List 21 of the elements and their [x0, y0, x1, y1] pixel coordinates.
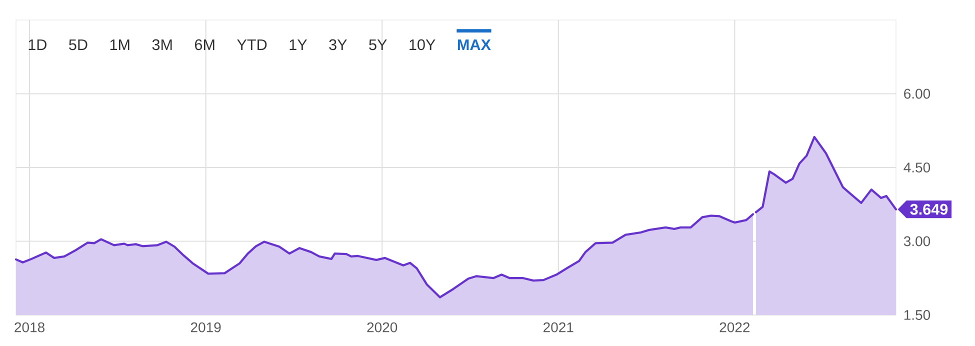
y-tick-label: 4.50: [904, 162, 930, 172]
annotation: 1M: [110, 39, 130, 50]
x-tick-label: 2021: [544, 322, 574, 332]
x-tick-label: 2019: [190, 322, 221, 332]
annotation: 3Y: [329, 39, 347, 50]
annotation: 3.649: [910, 204, 948, 215]
y-tick-label: 6.00: [904, 88, 930, 99]
x-tick-label: 2022: [720, 322, 750, 332]
annotation: 5D: [69, 39, 88, 50]
annotation: 6M: [194, 39, 214, 50]
x-tick-label: 2018: [14, 322, 44, 332]
y-tick-label: 1.50: [904, 310, 930, 320]
annotation: 1Y: [290, 39, 307, 50]
annotation: 5Y: [369, 39, 387, 50]
annotation: 1D: [28, 39, 46, 50]
x-tick-label: 2020: [367, 322, 398, 332]
annotation: 10Y: [410, 39, 436, 50]
annotation: YTD: [237, 39, 267, 50]
annotation: 3M: [152, 39, 172, 50]
y-tick-label: 3.00: [904, 236, 930, 246]
annotation: MAX: [458, 39, 491, 50]
